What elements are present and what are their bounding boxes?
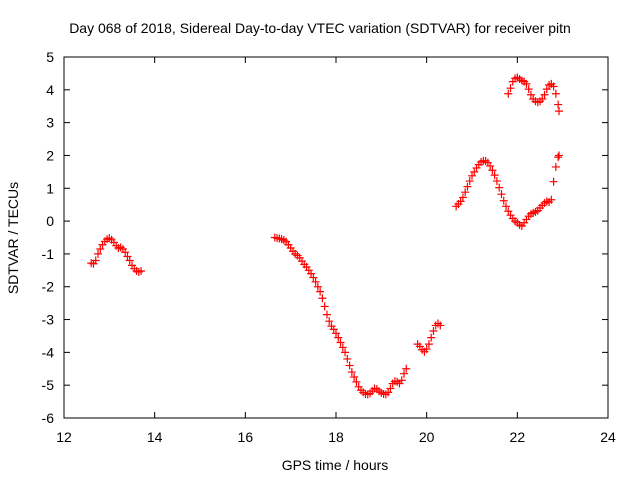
data-point (554, 100, 563, 109)
data-point (551, 89, 560, 98)
plot-frame (63, 56, 609, 419)
data-point (526, 90, 535, 99)
data-point (486, 161, 495, 170)
data-point (538, 95, 547, 104)
data-point (336, 338, 345, 347)
x-tick-label: 22 (510, 429, 526, 445)
data-point (338, 343, 347, 352)
data-point (492, 177, 501, 186)
data-point (461, 188, 470, 197)
y-tick-label: 2 (46, 147, 54, 163)
data-point (125, 256, 134, 265)
data-point (463, 182, 472, 191)
y-tick-label: -3 (42, 312, 55, 328)
axis-ticks (63, 56, 609, 419)
data-point (311, 277, 320, 286)
data-point (352, 377, 361, 386)
data-point (542, 85, 551, 94)
y-tick-label: -5 (42, 377, 55, 393)
y-axis-label: SDTVAR / TECUs (5, 182, 21, 294)
data-point (400, 369, 408, 378)
y-tick-label: 1 (46, 180, 54, 196)
y-tick-label: -4 (42, 344, 55, 360)
data-point (424, 340, 433, 349)
data-point (540, 90, 549, 99)
data-point (427, 333, 436, 342)
data-point (547, 195, 556, 204)
data-point (96, 244, 105, 253)
data-point (549, 177, 558, 186)
data-point (397, 376, 406, 385)
data-point (386, 384, 395, 393)
data-point (549, 82, 558, 91)
data-point (341, 348, 350, 357)
data-point (137, 266, 146, 275)
data-point (522, 79, 531, 88)
data-point (343, 354, 352, 363)
y-tick-label: 5 (46, 49, 54, 65)
y-tick-label: 3 (46, 115, 54, 131)
data-point (325, 317, 334, 326)
y-tick-label: 4 (46, 82, 54, 98)
chart-title: Day 068 of 2018, Sidereal Day-to-day VTE… (69, 20, 571, 36)
data-point (551, 162, 560, 171)
data-point (422, 345, 431, 354)
data-point (121, 248, 130, 257)
data-point (488, 166, 497, 175)
data-point (402, 364, 411, 373)
data-point (350, 372, 359, 381)
x-tick-label: 18 (328, 429, 344, 445)
data-point (332, 329, 340, 338)
data-point (458, 193, 467, 202)
data-point (436, 321, 445, 330)
data-point (318, 294, 327, 303)
data-point (555, 151, 564, 160)
data-point (320, 302, 329, 311)
data-point (555, 107, 564, 116)
data-point (309, 273, 318, 282)
data-point (94, 249, 102, 258)
y-tick-label: -1 (42, 246, 55, 262)
y-tick-label: -2 (42, 279, 55, 295)
x-tick-label: 24 (600, 429, 616, 445)
data-points (87, 73, 564, 399)
x-tick-label: 16 (238, 429, 254, 445)
data-point (322, 310, 331, 319)
x-axis-label: GPS time / hours (282, 457, 389, 473)
data-point (502, 202, 510, 211)
data-point (91, 256, 100, 265)
data-point (316, 287, 325, 296)
data-point (490, 171, 499, 180)
data-point (345, 361, 354, 370)
data-point (429, 327, 438, 336)
data-point (347, 368, 356, 377)
data-point (554, 153, 563, 162)
data-point (506, 84, 515, 93)
data-point (524, 85, 533, 94)
x-tick-label: 20 (419, 429, 435, 445)
data-point (499, 196, 508, 205)
y-tick-label: 0 (46, 213, 54, 229)
data-point (465, 177, 474, 186)
x-tick-label: 12 (56, 429, 72, 445)
data-point (497, 190, 506, 199)
data-point (504, 89, 513, 98)
data-point (334, 333, 343, 342)
data-point (495, 183, 504, 192)
data-point (313, 282, 322, 291)
y-tick-label: -6 (42, 410, 55, 426)
x-tick-label: 14 (147, 429, 163, 445)
